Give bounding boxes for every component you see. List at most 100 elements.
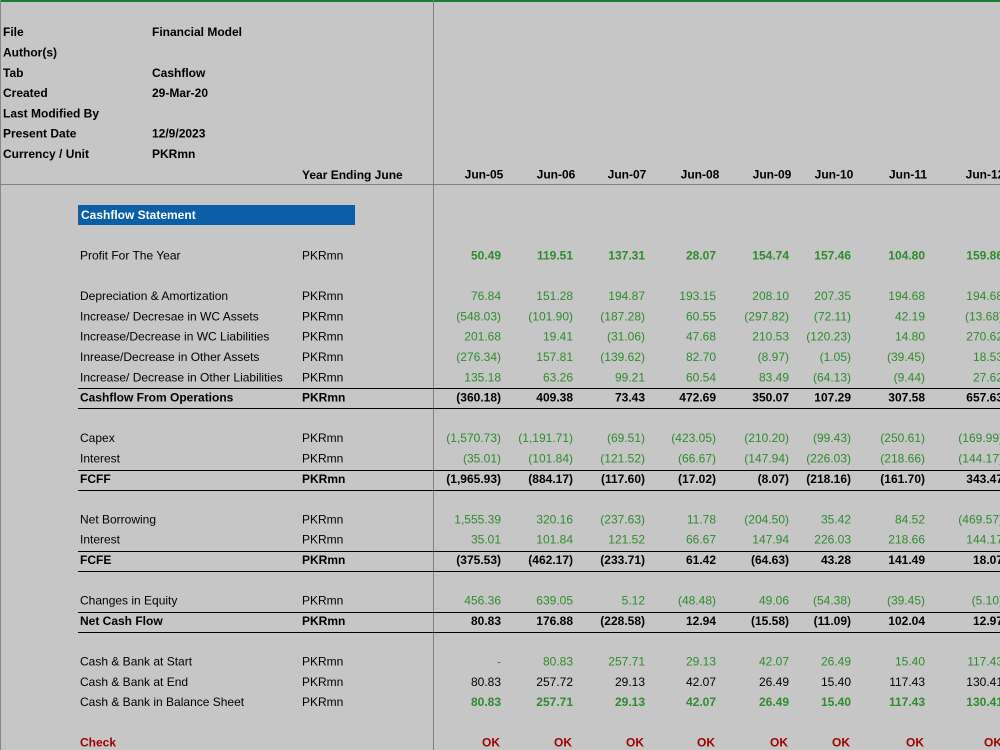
cell-value: 144.17 <box>966 533 1000 547</box>
cell-value: 218.66 <box>888 533 925 547</box>
cell-value: (144.17) <box>958 451 1000 465</box>
row-unit: PKRmn <box>302 695 343 709</box>
section-header-bg <box>78 205 355 225</box>
cell-value: 60.54 <box>686 370 716 384</box>
column-header: Jun-12 <box>966 167 1000 181</box>
cell-value: 147.94 <box>752 533 789 547</box>
cell-value: 82.70 <box>686 350 716 364</box>
cell-value: 257.72 <box>536 675 573 689</box>
cell-value: (161.70) <box>880 472 925 486</box>
cell-value: 27.62 <box>973 370 1000 384</box>
cell-value: 66.67 <box>686 533 716 547</box>
cell-value: 43.28 <box>821 553 851 567</box>
cell-value: (101.90) <box>528 309 573 323</box>
row-unit: PKRmn <box>302 391 345 405</box>
cell-value: 99.21 <box>615 370 645 384</box>
row-unit: PKRmn <box>302 614 345 628</box>
cell-value: 80.83 <box>471 675 501 689</box>
cell-value: (469.57) <box>958 512 1000 526</box>
cell-value: 29.13 <box>615 695 645 709</box>
row-unit: PKRmn <box>302 553 345 567</box>
cell-value: (72.11) <box>814 309 851 323</box>
cell-value: 137.31 <box>608 248 645 262</box>
cell-value: 639.05 <box>536 594 573 608</box>
cell-value: 12.97 <box>973 614 1000 628</box>
cell-value: (99.43) <box>813 431 851 445</box>
row-label: Interest <box>80 451 121 465</box>
cell-value: 117.43 <box>889 695 925 709</box>
cell-value: 159.86 <box>966 248 1000 262</box>
cell-value: 194.87 <box>608 289 645 303</box>
cell-value: (423.05) <box>671 431 716 445</box>
cell-value: 117.43 <box>967 654 1000 668</box>
cell-value: (13.68) <box>965 309 1000 323</box>
cell-value: (462.17) <box>528 553 573 567</box>
cell-value: (139.62) <box>600 350 645 364</box>
cell-value: (1.05) <box>820 350 851 364</box>
cell-value: (54.38) <box>813 594 851 608</box>
row-unit: PKRmn <box>302 512 343 526</box>
cell-value: 135.18 <box>464 370 501 384</box>
cell-value: 207.35 <box>814 289 851 303</box>
check-value: OK <box>770 736 788 750</box>
cell-value: 307.58 <box>888 391 925 405</box>
row-label: Increase/ Decrease in Other Liabilities <box>80 370 283 384</box>
cell-value: 60.55 <box>686 309 716 323</box>
row-label: FCFF <box>80 472 111 486</box>
cell-value: (237.63) <box>600 512 645 526</box>
row-label: Capex <box>80 431 115 445</box>
cell-value: (210.20) <box>744 431 789 445</box>
row-label: Net Cash Flow <box>80 614 163 628</box>
cell-value: 42.07 <box>686 695 716 709</box>
check-value: OK <box>697 736 715 750</box>
cell-value: 320.16 <box>536 512 573 526</box>
row-unit: PKRmn <box>302 451 343 465</box>
cell-value: 154.74 <box>752 248 789 262</box>
check-value: OK <box>984 736 1000 750</box>
row-unit: PKRmn <box>302 594 343 608</box>
row-unit: PKRmn <box>302 370 343 384</box>
row-unit: PKRmn <box>302 431 343 445</box>
cell-value: - <box>497 654 501 668</box>
cell-value: (66.67) <box>678 451 716 465</box>
cell-value: 201.68 <box>464 330 501 344</box>
column-header: Jun-05 <box>465 167 504 181</box>
cell-value: (1,570.73) <box>446 431 501 445</box>
cell-value: 210.53 <box>752 330 789 344</box>
cell-value: 104.80 <box>888 248 925 262</box>
row-label: Profit For The Year <box>80 248 181 262</box>
check-value: OK <box>832 736 850 750</box>
row-unit: PKRmn <box>302 675 343 689</box>
cell-value: (5.10) <box>972 594 1000 608</box>
row-label: Increase/ Decresae in WC Assets <box>80 309 259 323</box>
cell-value: 15.40 <box>895 654 925 668</box>
cell-value: 29.13 <box>686 654 716 668</box>
meta-value: Cashflow <box>152 66 206 80</box>
cell-value: 28.07 <box>686 248 716 262</box>
cell-value: (39.45) <box>887 594 925 608</box>
row-label: Cash & Bank in Balance Sheet <box>80 695 245 709</box>
cell-value: 194.68 <box>888 289 925 303</box>
section-title: Cashflow Statement <box>81 208 196 222</box>
cell-value: (8.07) <box>758 472 789 486</box>
cell-value: 26.49 <box>759 675 789 689</box>
cell-value: (204.50) <box>744 512 789 526</box>
cell-value: 42.07 <box>686 675 716 689</box>
cell-value: (147.94) <box>744 451 789 465</box>
cell-value: 102.04 <box>888 614 925 628</box>
label-header: Year Ending June <box>302 168 403 182</box>
row-unit: PKRmn <box>302 654 343 668</box>
cell-value: (233.71) <box>600 553 645 567</box>
cell-value: (226.03) <box>806 451 851 465</box>
meta-label: Present Date <box>3 127 77 141</box>
check-value: OK <box>554 736 572 750</box>
cell-value: 456.36 <box>464 594 501 608</box>
meta-value: 29-Mar-20 <box>152 86 208 100</box>
cell-value: 14.80 <box>895 330 925 344</box>
column-header: Jun-07 <box>608 167 647 181</box>
cell-value: 80.83 <box>543 654 573 668</box>
row-label: Net Borrowing <box>80 512 156 526</box>
cell-value: 49.06 <box>759 594 789 608</box>
cell-value: 130.41 <box>966 675 1000 689</box>
